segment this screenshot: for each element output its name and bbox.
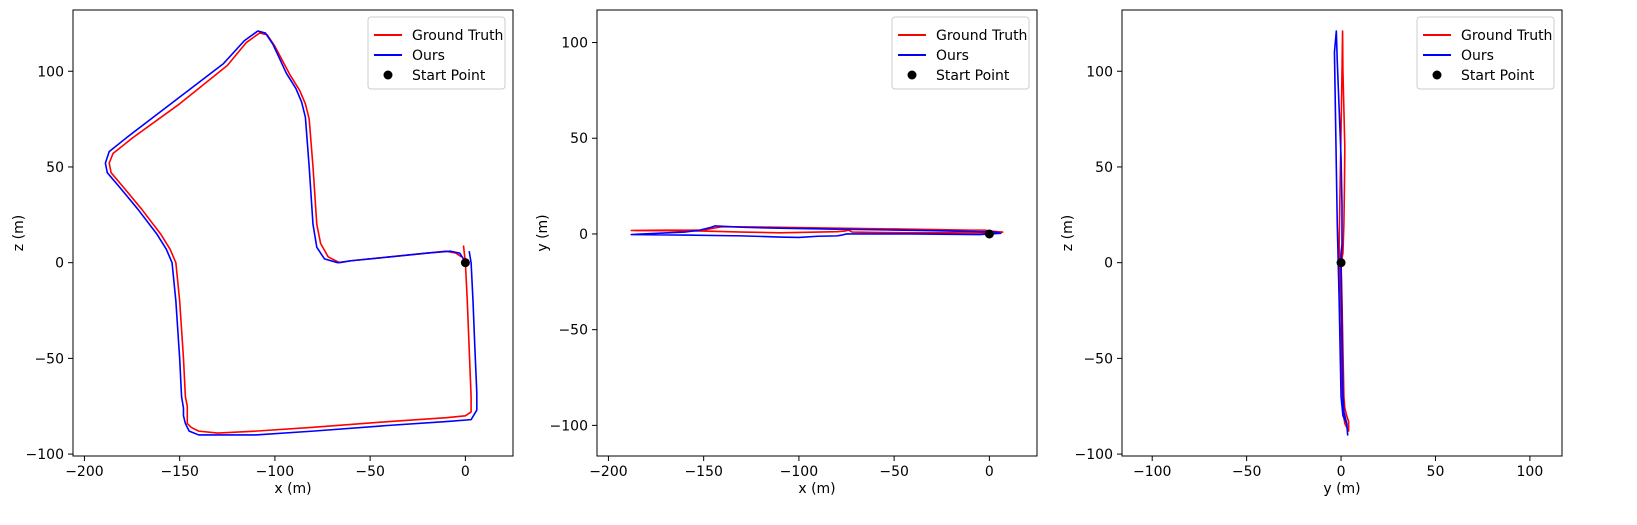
y-tick-label: 0	[1104, 256, 1113, 272]
x-tick-label: −50	[1232, 464, 1262, 480]
legend-label-start-point: Start Point	[1461, 68, 1535, 84]
x-tick-label: 0	[461, 464, 470, 480]
y-tick-label: 100	[37, 64, 64, 80]
series-line-ours	[1333, 30, 1349, 436]
series-line-ground-truth	[1338, 30, 1350, 432]
y-tick-label: 100	[1086, 64, 1113, 80]
axes-frame	[1121, 9, 1563, 457]
y-tick-label: 50	[46, 160, 64, 176]
x-tick-label: 100	[1517, 464, 1544, 480]
legend-label-start-point: Start Point	[936, 68, 1010, 84]
legend-label-ground-truth: Ground Truth	[1461, 28, 1552, 44]
x-tick-label: 50	[1427, 464, 1445, 480]
plot-area	[104, 30, 478, 436]
x-tick-label: −100	[780, 464, 818, 480]
chart-panel-3: −100 −50 0 50 100 −100 −50 0 50 100 y (m) z (m) Grou…	[1060, 9, 1563, 497]
y-axis-label: z (m)	[1060, 215, 1076, 251]
x-tick-label: −50	[355, 464, 385, 480]
legend-label-ours: Ours	[412, 48, 445, 64]
legend-marker-start-point	[383, 70, 393, 80]
x-tick-label: −50	[879, 464, 909, 480]
y-tick-label: −100	[1075, 447, 1113, 463]
x-axis-label: x (m)	[274, 481, 311, 497]
start-point-marker	[1336, 258, 1346, 268]
legend: Ground Truth Ours Start Point	[1416, 16, 1555, 90]
axes-frame	[72, 9, 514, 457]
series-line-ground-truth	[108, 32, 472, 434]
plot-area	[630, 225, 1004, 239]
axes-frame	[596, 9, 1038, 457]
y-tick-label: 0	[579, 227, 588, 243]
start-point-marker	[460, 258, 470, 268]
y-tick-label: 50	[1095, 160, 1113, 176]
legend-marker-start-point	[1432, 70, 1442, 80]
legend-label-start-point: Start Point	[412, 68, 486, 84]
x-tick-label: −200	[589, 464, 627, 480]
y-tick-label: −100	[26, 447, 64, 463]
legend-box	[367, 16, 506, 90]
x-axis-label: y (m)	[1323, 481, 1360, 497]
legend-label-ground-truth: Ground Truth	[936, 28, 1027, 44]
chart-panel-2: −200 −150 −100 −50 0 −100 −50 0 50 100 x (m) y (m) G…	[535, 9, 1038, 497]
legend-box	[1416, 16, 1555, 90]
series-line-ours	[630, 225, 1002, 239]
y-tick-label: 0	[55, 256, 64, 272]
x-tick-label: −100	[1133, 464, 1171, 480]
chart-panel-1: −200 −150 −100 −50 0 −100 −50 0 50 100 x (m) z (m) G…	[11, 9, 514, 497]
y-tick-label: 50	[570, 131, 588, 147]
y-tick-label: −50	[1083, 351, 1113, 367]
x-axis-label: x (m)	[798, 481, 835, 497]
y-tick-label: 100	[561, 36, 588, 52]
y-tick-label: −100	[550, 418, 588, 434]
legend-label-ground-truth: Ground Truth	[412, 28, 503, 44]
x-tick-label: −200	[65, 464, 103, 480]
legend-label-ours: Ours	[936, 48, 969, 64]
series-line-ground-truth	[630, 225, 1004, 235]
x-tick-label: 0	[985, 464, 994, 480]
y-axis-label: z (m)	[11, 215, 27, 251]
y-axis-label: y (m)	[535, 214, 551, 251]
legend-marker-start-point	[907, 70, 917, 80]
x-tick-label: −150	[160, 464, 198, 480]
y-tick-label: −50	[558, 323, 588, 339]
y-tick-label: −50	[34, 351, 64, 367]
plot-area	[1333, 30, 1350, 436]
x-tick-label: 0	[1337, 464, 1346, 480]
x-tick-label: −150	[684, 464, 722, 480]
legend-label-ours: Ours	[1461, 48, 1494, 64]
legend-box	[891, 16, 1030, 90]
legend: Ground Truth Ours Start Point	[367, 16, 506, 90]
x-tick-label: −100	[256, 464, 294, 480]
legend: Ground Truth Ours Start Point	[891, 16, 1030, 90]
start-point-marker	[984, 229, 994, 239]
series-line-ours	[104, 30, 478, 436]
